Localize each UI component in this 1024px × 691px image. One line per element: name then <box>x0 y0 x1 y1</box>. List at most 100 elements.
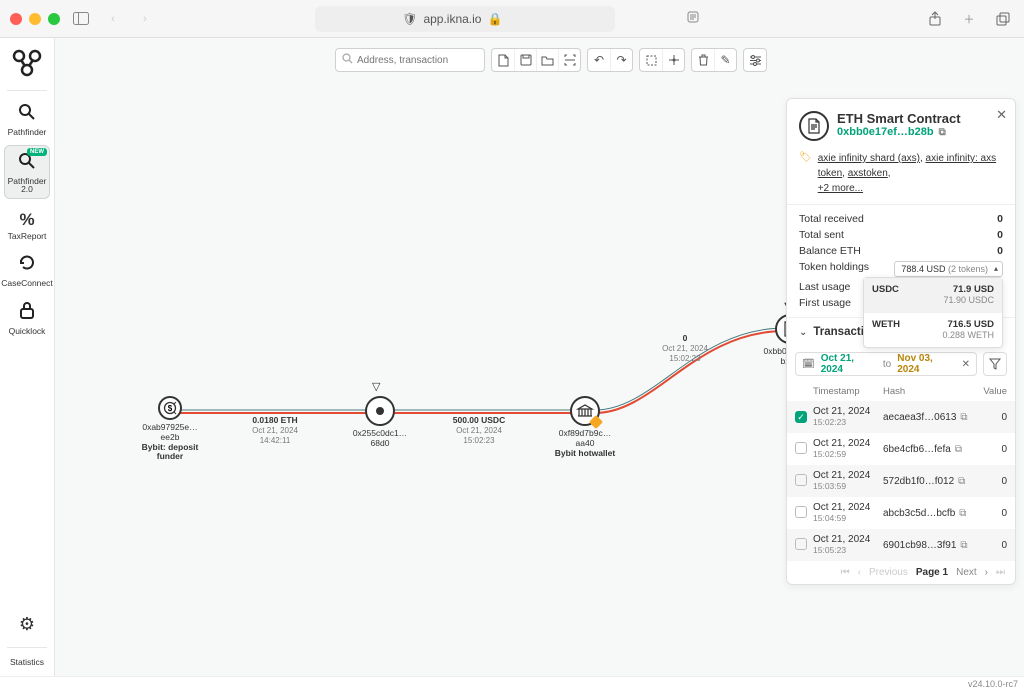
table-row[interactable]: Oct 21, 202415:05:236901cb98…3f91 ⧉0 <box>787 529 1015 561</box>
trash-icon[interactable] <box>692 49 714 71</box>
copy-icon[interactable]: ⧉ <box>960 412 967 423</box>
clear-date-icon[interactable]: ✕ <box>962 359 970 370</box>
row-checkbox[interactable] <box>795 474 807 486</box>
save-icon[interactable] <box>514 49 536 71</box>
gear-icon: ⚙ <box>19 614 35 635</box>
tag-link[interactable]: axie infinity shard (axs) <box>818 153 920 164</box>
url-bar[interactable]: 🛡 app.ikna.io 🔒 <box>315 6 615 32</box>
maximize-window-button[interactable] <box>48 13 60 25</box>
filter-button[interactable] <box>983 352 1007 376</box>
redo-icon[interactable]: ↷ <box>610 49 632 71</box>
brush-icon[interactable]: ✎ <box>714 49 736 71</box>
graph-node[interactable]: 0x255c0dc1…68d0 <box>345 396 415 449</box>
app-logo[interactable] <box>9 44 45 80</box>
node-address: 0x255c0dc1…68d0 <box>345 429 415 449</box>
pager-prev-chev[interactable]: ‹ <box>858 567 861 578</box>
sidebar-item-taxreport[interactable]: % TaxReport <box>4 203 50 245</box>
tag-link[interactable]: axstoken <box>848 168 888 179</box>
sliders-icon[interactable] <box>744 49 766 71</box>
calendar-icon: 🗓 <box>802 359 815 370</box>
node-address: 0xf89d7b9c…aa40 <box>550 429 620 449</box>
pager-next[interactable]: Next <box>956 567 977 578</box>
row-checkbox[interactable] <box>795 506 807 518</box>
sidebar-toggle-icon[interactable] <box>70 8 92 30</box>
graph-node[interactable]: $ 0xab97925e…ee2b Bybit: deposit funder <box>140 396 200 462</box>
copy-icon[interactable]: ⧉ <box>959 508 966 519</box>
table-row[interactable]: Oct 21, 202415:02:596be4cfb6…fefa ⧉0 <box>787 433 1015 465</box>
holding-item[interactable]: USDC 71.9 USD71.90 USDC <box>864 278 1002 312</box>
undo-icon[interactable]: ↶ <box>588 49 610 71</box>
shield-icon: 🛡 <box>402 12 417 26</box>
reader-icon[interactable] <box>687 11 699 26</box>
share-icon[interactable] <box>924 8 946 30</box>
table-row[interactable]: Oct 21, 202415:03:59572db1f0…f012 ⧉0 <box>787 465 1015 497</box>
sidebar-item-statistics[interactable]: Statistics <box>4 652 50 671</box>
stat-label: Balance ETH <box>799 245 861 257</box>
stat-value: 0 <box>997 213 1003 225</box>
copy-icon[interactable]: ⧉ <box>960 540 967 551</box>
bank-icon <box>577 404 593 418</box>
row-checkbox[interactable] <box>795 442 807 454</box>
graph-canvas[interactable]: ↶ ↷ ✎ ▽ <box>55 38 1024 676</box>
cell-hash: abcb3c5d…bcfb ⧉ <box>883 508 973 519</box>
stat-label: Last usage <box>799 281 850 293</box>
holding-symbol: USDC <box>872 284 899 306</box>
search-input[interactable] <box>357 55 478 66</box>
sidebar-item-label: CaseConnect <box>1 279 53 288</box>
col-hash: Hash <box>883 386 973 397</box>
folder-icon[interactable] <box>536 49 558 71</box>
sidebar-item-pathfinder-2[interactable]: NEW Pathfinder 2.0 <box>4 145 50 199</box>
panel-title: ETH Smart Contract <box>837 111 961 126</box>
cell-timestamp: Oct 21, 202415:02:23 <box>813 406 883 428</box>
close-window-button[interactable] <box>10 13 22 25</box>
sidebar-item-settings[interactable]: ⚙ <box>4 608 50 639</box>
node-marker-icon: ▽ <box>372 380 380 393</box>
forward-button[interactable]: › <box>134 8 156 30</box>
sidebar-item-pathfinder[interactable]: Pathfinder <box>4 97 50 141</box>
copy-icon[interactable]: ⧉ <box>955 444 962 455</box>
cell-timestamp: Oct 21, 202415:03:59 <box>813 470 883 492</box>
holdings-dropdown-toggle[interactable]: 788.4 USD (2 tokens) <box>894 261 1003 277</box>
holding-item[interactable]: WETH 716.5 USD0.288 WETH <box>864 312 1002 347</box>
sidebar-item-quicklock[interactable]: Quicklock <box>4 296 50 340</box>
date-range-picker[interactable]: 🗓 Oct 21, 2024 to Nov 03, 2024 ✕ <box>795 352 977 376</box>
pager-next-chev[interactable]: › <box>985 567 988 578</box>
new-file-icon[interactable] <box>492 49 514 71</box>
center-icon[interactable] <box>662 49 684 71</box>
holding-symbol: WETH <box>872 319 900 341</box>
lock-icon: 🔒 <box>487 12 502 26</box>
scan-icon[interactable] <box>558 49 580 71</box>
search-input-wrapper[interactable] <box>335 48 485 72</box>
canvas-toolbar: ↶ ↷ ✎ <box>335 46 767 74</box>
graph-node[interactable]: 0xf89d7b9c…aa40 Bybit hotwallet <box>550 396 620 458</box>
copy-icon[interactable]: ⧉ <box>939 127 946 138</box>
chrome-right-buttons: ＋ <box>924 8 1014 30</box>
copy-icon[interactable]: ⧉ <box>958 476 965 487</box>
minimize-window-button[interactable] <box>29 13 41 25</box>
pager-first[interactable]: ⏮ <box>841 567 850 578</box>
svg-text:$: $ <box>168 404 173 413</box>
node-name: Bybit: deposit funder <box>140 443 200 463</box>
sidebar-item-label: TaxReport <box>8 232 47 241</box>
sidebar-item-caseconnect[interactable]: CaseConnect <box>4 248 50 292</box>
table-row[interactable]: Oct 21, 202415:04:59abcb3c5d…bcfb ⧉0 <box>787 497 1015 529</box>
tabs-icon[interactable] <box>992 8 1014 30</box>
edge-label: 500.00 USDC Oct 21, 2024 15:02:23 <box>447 416 511 445</box>
pager-prev[interactable]: Previous <box>869 567 908 578</box>
back-button[interactable]: ‹ <box>102 8 124 30</box>
row-checkbox[interactable] <box>795 538 807 550</box>
tag-links: axie infinity shard (axs), axie infinity… <box>818 151 1003 196</box>
pager-last[interactable]: ⏭ <box>996 567 1005 578</box>
cell-value: 0 <box>973 508 1007 519</box>
node-circle <box>365 396 395 426</box>
cell-hash: 6901cb98…3f91 ⧉ <box>883 540 973 551</box>
new-tab-icon[interactable]: ＋ <box>958 8 980 30</box>
close-panel-button[interactable]: ✕ <box>996 107 1007 123</box>
sidebar-item-label: Pathfinder <box>8 128 47 137</box>
table-row[interactable]: ✓Oct 21, 202415:02:23aecaea3f…0613 ⧉0 <box>787 401 1015 433</box>
select-icon[interactable] <box>640 49 662 71</box>
footer-version: v24.10.0-rc7 <box>0 676 1024 690</box>
tags-more[interactable]: +2 more... <box>818 183 863 194</box>
row-checkbox[interactable]: ✓ <box>795 411 807 423</box>
pager-page: Page 1 <box>916 567 948 578</box>
